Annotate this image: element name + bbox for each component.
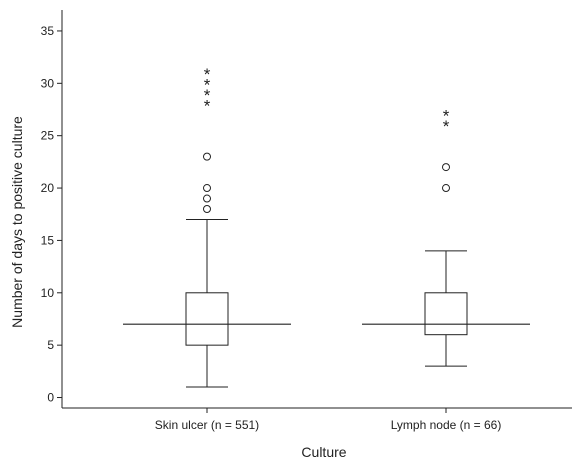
boxes-layer: ****** (123, 65, 530, 388)
extreme-marker: * (204, 65, 211, 84)
y-tick-label: 25 (41, 129, 55, 143)
y-tick-label: 20 (41, 181, 55, 195)
x-tick-label: Lymph node (n = 66) (391, 418, 502, 432)
outlier-marker (203, 194, 211, 203)
y-tick-label: 35 (41, 24, 55, 38)
extreme-marker: * (443, 107, 450, 126)
box-group: **** (123, 65, 291, 388)
axes-layer: 0 5 10 15 20 25 30 35 Skin ulcer (n = 551) Lymph … (41, 10, 572, 432)
extreme-marker: * (443, 117, 450, 136)
outlier-marker (203, 205, 211, 213)
extreme-marker: * (204, 96, 211, 115)
outlier-marker (442, 184, 450, 193)
y-tick-label: 30 (41, 76, 55, 90)
extreme-marker: * (204, 86, 211, 105)
x-axis-label: Culture (301, 444, 346, 460)
y-tick-label: 10 (41, 286, 55, 300)
y-tick-label: 5 (47, 338, 54, 352)
y-tick-label: 0 (47, 391, 54, 405)
y-axis-label: Number of days to positive culture (9, 116, 25, 328)
outlier-marker (203, 184, 211, 193)
y-tick-label: 15 (41, 233, 55, 247)
box-group: ** (362, 107, 530, 367)
iqr-box (185, 292, 229, 346)
outlier-marker (442, 163, 450, 172)
x-tick-label: Skin ulcer (n = 551) (155, 418, 259, 432)
outlier-marker (203, 152, 211, 161)
extreme-marker: * (204, 75, 211, 94)
iqr-box (424, 292, 468, 336)
